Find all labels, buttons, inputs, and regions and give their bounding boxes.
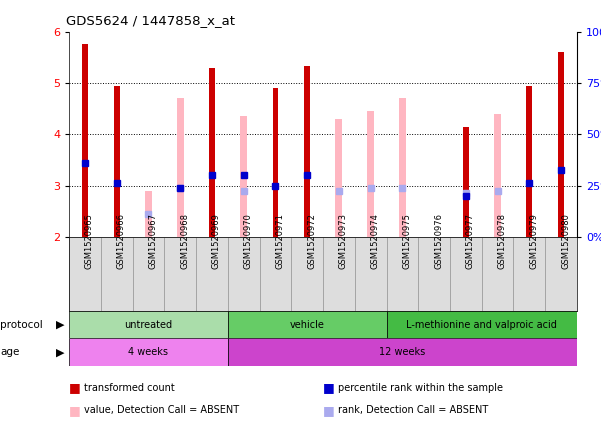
Text: percentile rank within the sample: percentile rank within the sample [338, 382, 503, 393]
Text: GSM1520971: GSM1520971 [275, 213, 284, 269]
Text: GSM1520980: GSM1520980 [561, 213, 570, 269]
Bar [482, 237, 513, 311]
Text: GSM1520967: GSM1520967 [148, 213, 157, 269]
Bar [323, 237, 355, 311]
Text: GSM1520969: GSM1520969 [212, 213, 221, 269]
Bar [82, 44, 88, 237]
Bar [513, 237, 545, 311]
Text: ■: ■ [323, 404, 335, 417]
Bar [228, 237, 260, 311]
Bar [526, 85, 532, 237]
Text: L-methionine and valproic acid: L-methionine and valproic acid [406, 320, 557, 330]
Text: GSM1520978: GSM1520978 [498, 213, 507, 269]
Bar [177, 99, 184, 237]
Bar [228, 311, 386, 338]
Text: GSM1520968: GSM1520968 [180, 213, 189, 269]
Text: 4 weeks: 4 weeks [129, 347, 168, 357]
Bar [164, 237, 196, 311]
Text: ▶: ▶ [56, 320, 64, 330]
Text: ■: ■ [69, 404, 81, 417]
Text: rank, Detection Call = ABSENT: rank, Detection Call = ABSENT [338, 405, 488, 415]
Bar [450, 237, 482, 311]
Text: untreated: untreated [124, 320, 172, 330]
Bar [101, 237, 133, 311]
Text: protocol: protocol [0, 320, 43, 330]
Bar [355, 237, 386, 311]
Bar [69, 237, 101, 311]
Text: GSM1520966: GSM1520966 [117, 213, 126, 269]
Bar [291, 237, 323, 311]
Bar [145, 191, 152, 237]
Text: ▶: ▶ [56, 347, 64, 357]
Text: GSM1520979: GSM1520979 [529, 213, 538, 269]
Bar [463, 126, 469, 237]
Bar [273, 88, 278, 237]
Bar [494, 114, 501, 237]
Bar [133, 237, 164, 311]
Text: GSM1520965: GSM1520965 [85, 213, 94, 269]
Bar [558, 52, 564, 237]
Text: transformed count: transformed count [84, 382, 175, 393]
Bar [399, 99, 406, 237]
Text: GSM1520970: GSM1520970 [243, 213, 252, 269]
Bar [196, 237, 228, 311]
Text: GSM1520973: GSM1520973 [339, 213, 348, 269]
Text: 12 weeks: 12 weeks [379, 347, 426, 357]
Bar [367, 111, 374, 237]
Text: vehicle: vehicle [290, 320, 325, 330]
Bar [418, 237, 450, 311]
Bar [228, 338, 577, 366]
Bar [260, 237, 291, 311]
Bar [386, 311, 577, 338]
Bar [240, 116, 247, 237]
Bar [545, 237, 577, 311]
Text: GSM1520972: GSM1520972 [307, 213, 316, 269]
Text: value, Detection Call = ABSENT: value, Detection Call = ABSENT [84, 405, 239, 415]
Text: GSM1520976: GSM1520976 [434, 213, 443, 269]
Bar [304, 66, 310, 237]
Text: age: age [0, 347, 19, 357]
Bar [69, 311, 228, 338]
Text: ■: ■ [69, 381, 81, 394]
Bar [69, 338, 228, 366]
Bar [209, 68, 215, 237]
Text: GDS5624 / 1447858_x_at: GDS5624 / 1447858_x_at [66, 14, 235, 27]
Text: GSM1520975: GSM1520975 [403, 213, 412, 269]
Bar [386, 237, 418, 311]
Text: ■: ■ [323, 381, 335, 394]
Bar [335, 119, 343, 237]
Bar [114, 85, 120, 237]
Text: GSM1520977: GSM1520977 [466, 213, 475, 269]
Text: GSM1520974: GSM1520974 [371, 213, 380, 269]
